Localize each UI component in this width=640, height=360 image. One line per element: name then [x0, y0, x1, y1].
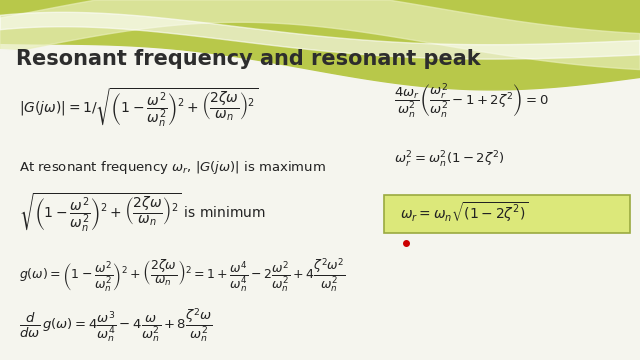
Text: $\dfrac{d}{d\omega}\, g(\omega) = 4\dfrac{\omega^3}{\omega_n^4} - 4\dfrac{\omega: $\dfrac{d}{d\omega}\, g(\omega) = 4\dfra…: [19, 307, 213, 345]
Text: $\dfrac{4\omega_r}{\omega_n^2}\left(\dfrac{\omega_r^2}{\omega_n^2} - 1 + 2\zeta^: $\dfrac{4\omega_r}{\omega_n^2}\left(\dfr…: [394, 81, 548, 120]
Text: $\omega_r^2 = \omega_n^2(1 - 2\zeta^2)$: $\omega_r^2 = \omega_n^2(1 - 2\zeta^2)$: [394, 150, 504, 170]
Text: At resonant frequency $\omega_r$, $|G(j\omega)|$ is maximum: At resonant frequency $\omega_r$, $|G(j\…: [19, 159, 326, 176]
FancyBboxPatch shape: [384, 195, 630, 233]
Text: $\sqrt{\left(1 - \dfrac{\omega^2}{\omega_n^2}\right)^2 + \left(\dfrac{2\zeta\ome: $\sqrt{\left(1 - \dfrac{\omega^2}{\omega…: [19, 191, 266, 234]
Text: $g(\omega) = \left(1 - \dfrac{\omega^2}{\omega_n^2}\right)^2 + \left(\dfrac{2\ze: $g(\omega) = \left(1 - \dfrac{\omega^2}{…: [19, 256, 346, 294]
Text: $\omega_r = \omega_n\sqrt{(1 - 2\zeta^2)}$: $\omega_r = \omega_n\sqrt{(1 - 2\zeta^2)…: [400, 201, 528, 224]
Text: $|G(j\omega)| = 1/\sqrt{\left(1 - \dfrac{\omega^2}{\omega_n^2}\right)^2 + \left(: $|G(j\omega)| = 1/\sqrt{\left(1 - \dfrac…: [19, 87, 259, 129]
Text: Resonant frequency and resonant peak: Resonant frequency and resonant peak: [16, 49, 481, 69]
